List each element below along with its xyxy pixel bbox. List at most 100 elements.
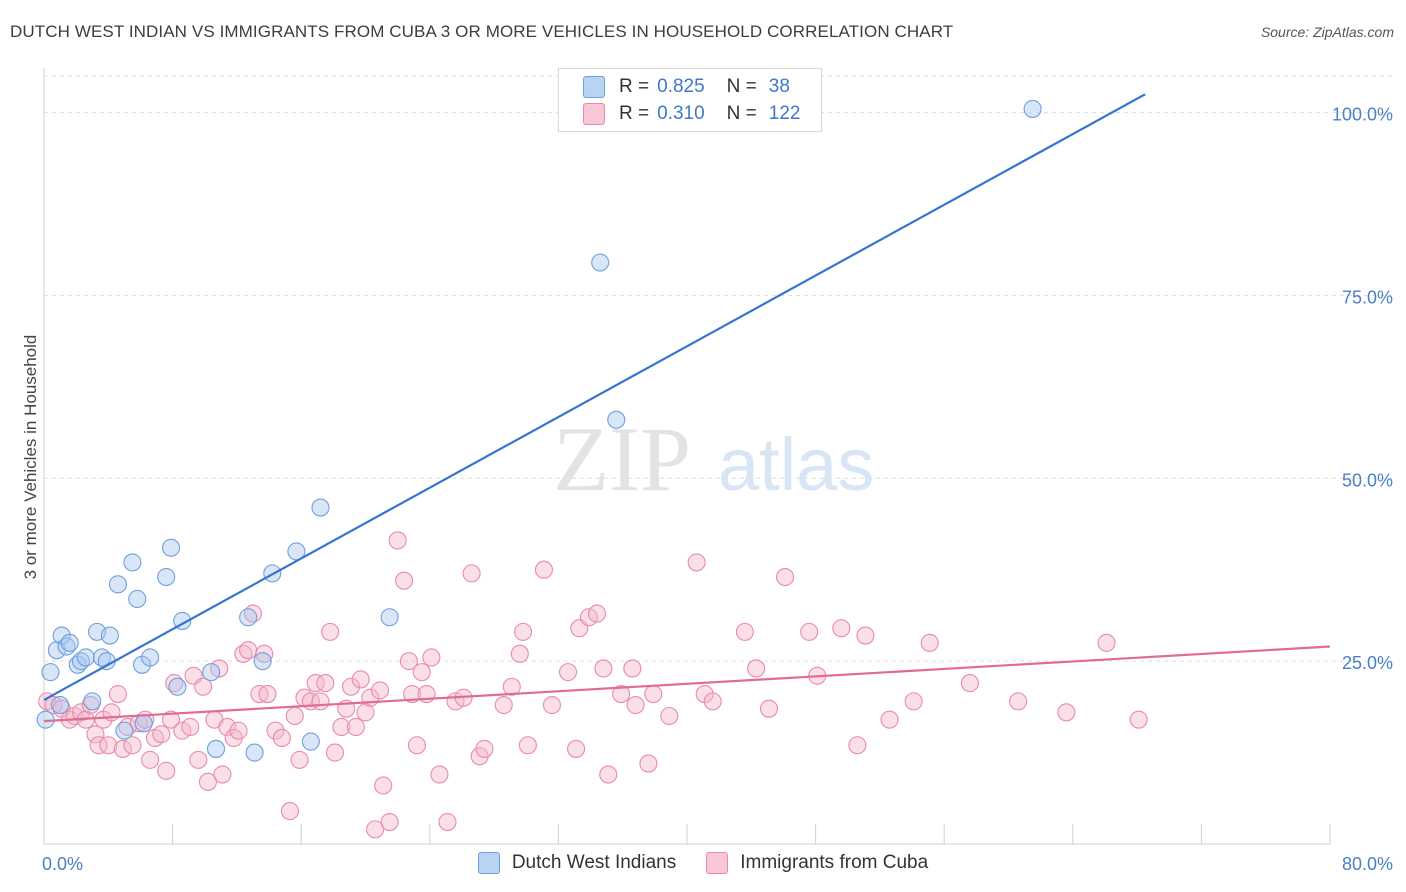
- watermark-atlas: atlas: [718, 423, 874, 506]
- data-point-immigrants-from-cuba: [325, 743, 345, 762]
- y-axis-label: 3 or more Vehicles in Household: [21, 335, 40, 580]
- data-point-immigrants-from-cuba: [626, 695, 645, 715]
- data-point-immigrants-from-cuba: [89, 736, 108, 755]
- data-point-immigrants-from-cuba: [255, 644, 274, 663]
- data-point-dutch-west-indians: [607, 410, 626, 429]
- data-point-immigrants-from-cuba: [198, 772, 218, 791]
- data-point-dutch-west-indians: [76, 648, 95, 667]
- data-point-immigrants-from-cuba: [759, 699, 779, 718]
- data-point-immigrants-from-cuba: [1057, 703, 1076, 722]
- data-point-immigrants-from-cuba: [438, 813, 457, 832]
- grid-lines: [44, 75, 1393, 662]
- data-point-dutch-west-indians: [253, 652, 272, 671]
- data-point-immigrants-from-cuba: [152, 725, 171, 744]
- data-point-immigrants-from-cuba: [422, 648, 441, 667]
- data-point-immigrants-from-cuba: [776, 567, 795, 587]
- data-point-immigrants-from-cuba: [735, 622, 754, 641]
- data-point-dutch-west-indians: [71, 652, 91, 671]
- data-point-immigrants-from-cuba: [399, 652, 418, 671]
- data-point-immigrants-from-cuba: [157, 761, 176, 780]
- series-legend: Dutch West Indians Immigrants from Cuba: [0, 852, 1406, 874]
- y-tick-label: 75.0%: [1342, 287, 1393, 307]
- data-point-immigrants-from-cuba: [395, 571, 414, 590]
- data-point-dutch-west-indians: [115, 721, 134, 740]
- data-point-immigrants-from-cuba: [280, 802, 299, 821]
- watermark: ZIP atlas: [553, 408, 874, 510]
- data-point-immigrants-from-cuba: [229, 721, 248, 740]
- legend-n-label: N =: [726, 103, 757, 124]
- data-point-immigrants-from-cuba: [848, 736, 867, 755]
- data-point-immigrants-from-cuba: [213, 765, 232, 784]
- data-point-immigrants-from-cuba: [290, 750, 309, 769]
- data-point-immigrants-from-cuba: [366, 820, 385, 839]
- data-point-immigrants-from-cuba: [194, 677, 213, 696]
- data-point-immigrants-from-cuba: [272, 728, 291, 747]
- data-point-dutch-west-indians: [311, 498, 330, 517]
- data-point-immigrants-from-cuba: [832, 619, 851, 638]
- data-point-immigrants-from-cuba: [341, 677, 361, 696]
- legend-row-pink: R = 0.310 N = 122: [583, 102, 800, 126]
- data-point-dutch-west-indians: [123, 553, 142, 572]
- data-point-immigrants-from-cuba: [356, 703, 375, 722]
- legend-r-value: 0.310: [657, 103, 705, 124]
- data-point-immigrants-from-cuba: [403, 685, 422, 704]
- data-point-immigrants-from-cuba: [374, 776, 393, 795]
- data-point-immigrants-from-cuba: [113, 739, 132, 758]
- data-point-immigrants-from-cuba: [86, 725, 105, 744]
- y-tick-label: 25.0%: [1342, 653, 1393, 673]
- axes: [43, 68, 1331, 845]
- legend-r-label: R =: [619, 103, 650, 124]
- data-point-immigrants-from-cuba: [594, 659, 613, 678]
- legend-swatch-pink: [706, 852, 729, 874]
- data-point-immigrants-from-cuba: [388, 531, 407, 550]
- data-point-immigrants-from-cuba: [239, 641, 258, 660]
- data-point-immigrants-from-cuba: [687, 553, 706, 572]
- correlation-legend: R = 0.825 N = 38 R = 0.310 N = 122: [558, 68, 822, 132]
- x-tick-right: 80.0%: [1342, 854, 1393, 874]
- data-point-immigrants-from-cuba: [518, 736, 537, 755]
- data-point-dutch-west-indians: [134, 714, 153, 733]
- data-point-immigrants-from-cuba: [189, 750, 208, 769]
- legend-r-value: 0.825: [657, 76, 705, 97]
- data-point-immigrants-from-cuba: [510, 644, 529, 663]
- data-point-immigrants-from-cuba: [1009, 692, 1028, 711]
- data-point-immigrants-from-cuba: [475, 739, 494, 758]
- data-point-immigrants-from-cuba: [920, 633, 939, 652]
- trend-line-immigrants-from-cuba: [43, 645, 1331, 723]
- data-point-dutch-west-indians: [157, 567, 176, 587]
- data-point-immigrants-from-cuba: [370, 681, 390, 700]
- data-point-immigrants-from-cuba: [218, 717, 237, 737]
- legend-n-value: 122: [768, 103, 801, 124]
- data-point-immigrants-from-cuba: [567, 739, 586, 758]
- data-point-immigrants-from-cuba: [430, 765, 449, 784]
- data-point-dutch-west-indians: [591, 253, 610, 272]
- data-point-immigrants-from-cuba: [660, 706, 679, 726]
- data-point-immigrants-from-cuba: [494, 695, 513, 715]
- data-point-dutch-west-indians: [380, 608, 399, 627]
- legend-n-label: N =: [726, 76, 757, 97]
- data-point-immigrants-from-cuba: [123, 736, 142, 755]
- data-point-dutch-west-indians: [239, 608, 258, 627]
- y-tick-labels: 25.0% 50.0% 75.0% 100.0%: [1332, 105, 1393, 674]
- data-point-immigrants-from-cuba: [856, 626, 875, 645]
- data-point-immigrants-from-cuba: [351, 670, 370, 689]
- data-point-dutch-west-indians: [92, 648, 111, 667]
- data-point-dutch-west-indians: [108, 575, 127, 594]
- data-point-dutch-west-indians: [301, 732, 320, 751]
- data-point-immigrants-from-cuba: [904, 692, 923, 711]
- data-point-immigrants-from-cuba: [243, 604, 263, 623]
- data-point-immigrants-from-cuba: [321, 622, 340, 641]
- data-point-immigrants-from-cuba: [644, 685, 663, 704]
- data-point-immigrants-from-cuba: [558, 663, 578, 682]
- data-point-immigrants-from-cuba: [502, 677, 521, 696]
- data-point-immigrants-from-cuba: [623, 659, 642, 678]
- data-point-immigrants-from-cuba: [306, 674, 325, 693]
- source-label: Source: ZipAtlas.com: [1260, 24, 1394, 40]
- data-point-immigrants-from-cuba: [407, 736, 426, 755]
- data-point-dutch-west-indians: [60, 633, 79, 652]
- x-tick-left: 0.0%: [42, 854, 83, 874]
- legend-item-immigrants-from-cuba: Immigrants from Cuba: [706, 852, 928, 874]
- data-point-immigrants-from-cuba: [181, 717, 200, 737]
- data-point-immigrants-from-cuba: [880, 710, 899, 729]
- data-point-dutch-west-indians: [245, 743, 264, 762]
